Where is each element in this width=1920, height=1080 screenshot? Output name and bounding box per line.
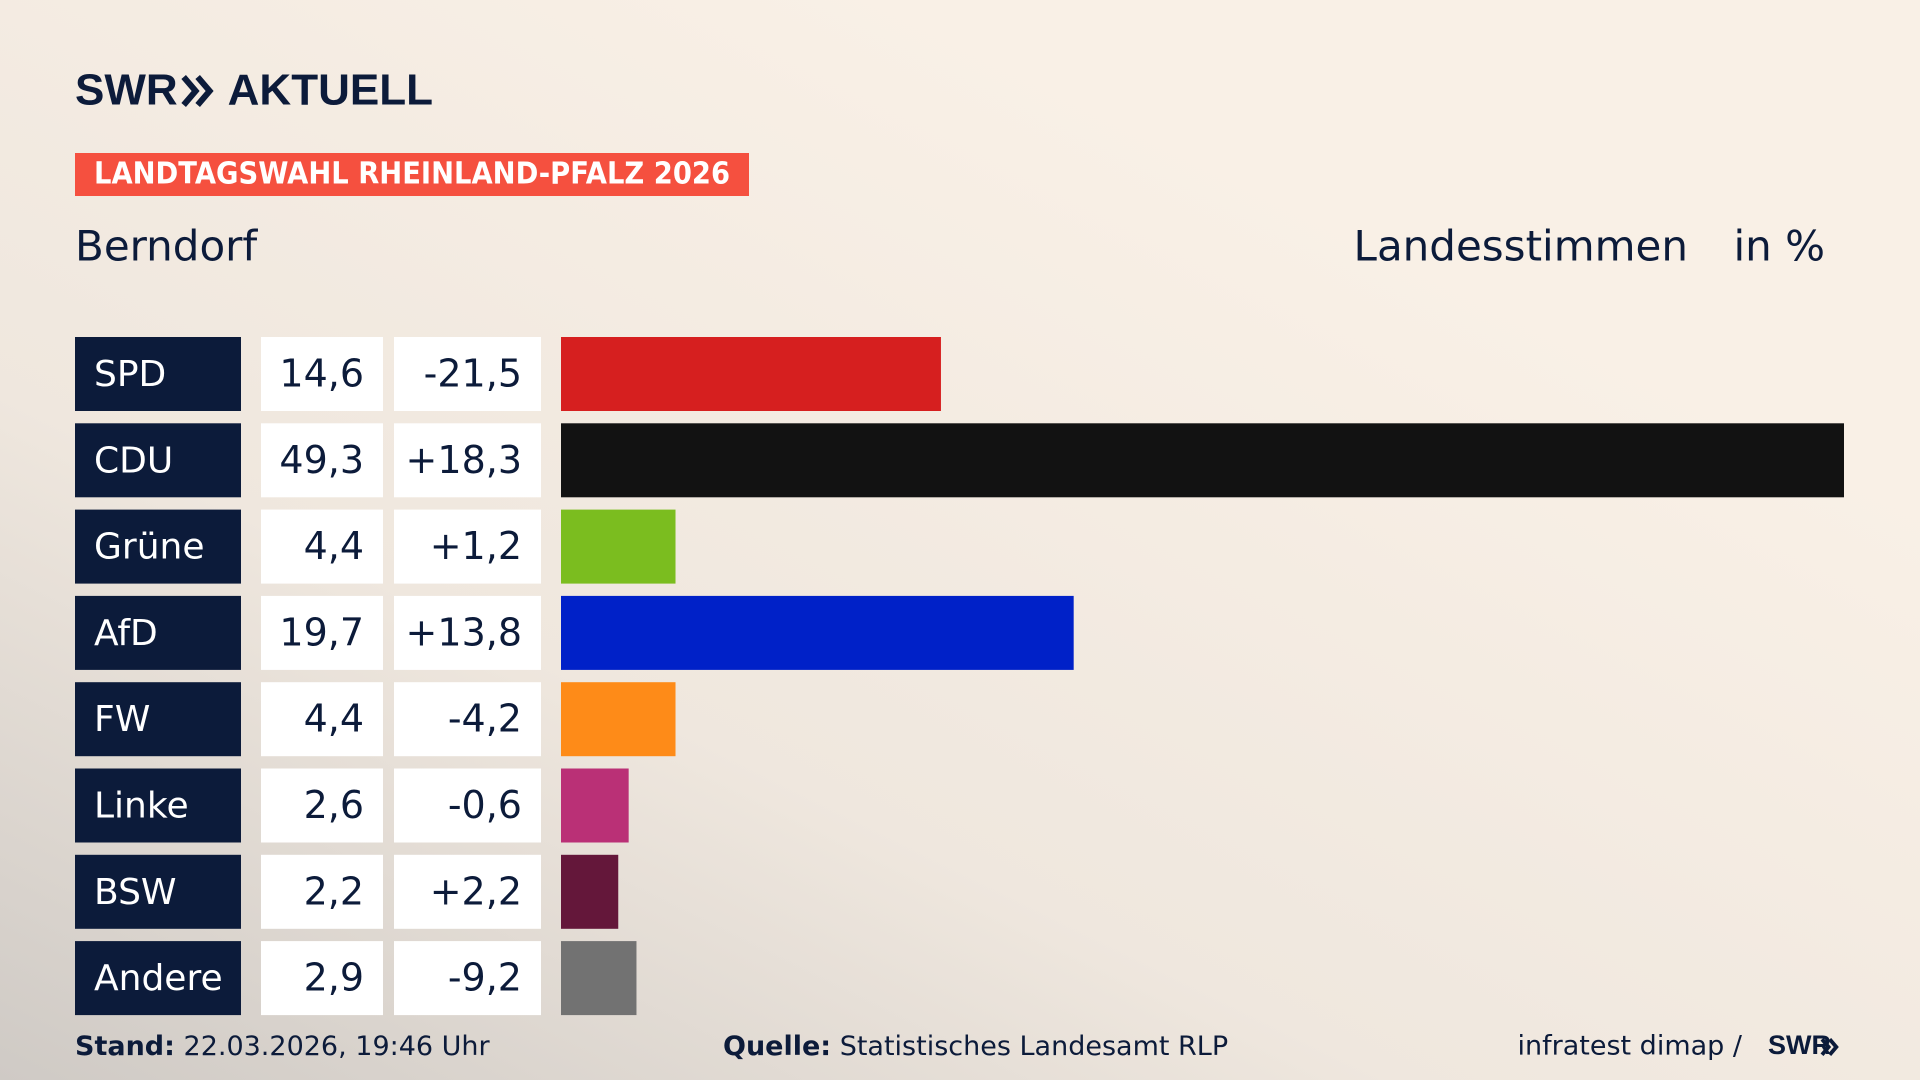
value-cell	[261, 423, 383, 498]
credit-brand: SWR	[1768, 1030, 1831, 1060]
value-cell	[261, 682, 383, 757]
value-cell	[261, 768, 383, 843]
party-label: CDU	[94, 440, 173, 481]
party-label: Grüne	[94, 527, 204, 568]
party-cell	[75, 682, 241, 757]
value-label: 2,9	[304, 956, 364, 1000]
change-cell	[394, 595, 541, 670]
change-cell	[394, 682, 541, 757]
value-cell	[261, 337, 383, 411]
chart-title: Berndorf	[75, 222, 258, 271]
change-label: +18,3	[406, 438, 522, 482]
value-label: 49,3	[279, 438, 364, 482]
change-cell	[394, 423, 541, 498]
change-label: +1,2	[430, 524, 522, 568]
change-label: -0,6	[448, 783, 522, 827]
change-label: -9,2	[448, 956, 522, 1000]
credit-arrows	[1820, 1038, 1839, 1056]
stand-value: 22.03.2026, 19:46 Uhr	[184, 1031, 491, 1062]
change-cell	[394, 768, 541, 843]
credit: infratest dimap /	[1517, 1031, 1742, 1062]
party-label: FW	[94, 699, 150, 740]
value-label: 2,2	[304, 869, 364, 913]
bar	[561, 337, 941, 411]
party-cell	[75, 595, 241, 670]
bar	[561, 423, 1844, 498]
bar	[561, 768, 629, 843]
source-value: Statistisches Landesamt RLP	[840, 1031, 1228, 1062]
change-label: +2,2	[430, 869, 522, 913]
value-cell	[261, 509, 383, 584]
value-label: 2,6	[304, 783, 364, 827]
banner	[75, 153, 749, 196]
source-label: Quelle:	[723, 1031, 831, 1062]
change-cell	[394, 854, 541, 929]
party-label: Andere	[94, 958, 223, 999]
value-label: 14,6	[279, 352, 364, 396]
party-label: Linke	[94, 786, 189, 827]
change-cell	[394, 337, 541, 411]
bar	[561, 595, 1074, 670]
value-cell	[261, 941, 383, 1016]
change-cell	[394, 941, 541, 1016]
party-cell	[75, 941, 241, 1016]
logo-brand: SWR	[75, 66, 178, 115]
party-cell	[75, 854, 241, 929]
bar	[561, 682, 676, 757]
bar	[561, 854, 619, 929]
logo-product: AKTUELL	[228, 66, 433, 115]
bar	[561, 509, 676, 584]
stand: Stand: 22.03.2026, 19:46 Uhr	[75, 1031, 491, 1062]
change-label: -4,2	[448, 697, 522, 741]
change-label: -21,5	[424, 352, 522, 396]
value-label: 19,7	[279, 610, 364, 654]
value-label: 4,4	[304, 697, 364, 741]
value-cell	[261, 595, 383, 670]
party-cell	[75, 423, 241, 498]
bar	[561, 941, 637, 1016]
logo-arrows	[181, 75, 214, 107]
party-label: AfD	[94, 613, 158, 654]
stand-label: Stand:	[75, 1031, 175, 1062]
unit: in %	[1733, 222, 1825, 271]
party-cell	[75, 509, 241, 584]
change-label: +13,8	[406, 610, 522, 654]
value-label: 4,4	[304, 524, 364, 568]
party-label: BSW	[94, 872, 177, 913]
party-cell	[75, 337, 241, 411]
change-cell	[394, 509, 541, 584]
value-cell	[261, 854, 383, 929]
chart-subtitle: Landesstimmen	[1354, 222, 1688, 271]
banner-text: LANDTAGSWAHL RHEINLAND-PFALZ 2026	[94, 157, 730, 192]
party-cell	[75, 768, 241, 843]
party-label: SPD	[94, 354, 166, 395]
source: Quelle: Statistisches Landesamt RLP	[723, 1031, 1228, 1062]
